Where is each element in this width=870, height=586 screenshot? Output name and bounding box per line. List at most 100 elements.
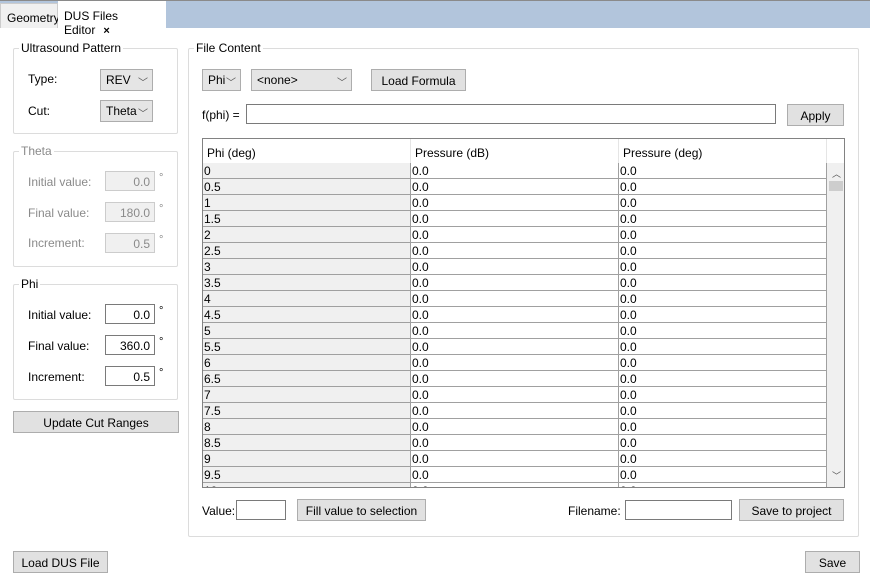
pressure-db-cell[interactable]: 0.0	[411, 307, 619, 323]
table-row[interactable]: 3.5 0.0 0.0	[203, 275, 827, 291]
pressure-deg-cell[interactable]: 0.0	[619, 451, 827, 467]
table-row[interactable]: 6.5 0.0 0.0	[203, 371, 827, 387]
formula-input[interactable]	[246, 104, 776, 124]
table-row[interactable]: 1 0.0 0.0	[203, 195, 827, 211]
pressure-deg-cell[interactable]: 0.0	[619, 227, 827, 243]
phi-cell[interactable]: 0.5	[203, 179, 411, 195]
pressure-db-cell[interactable]: 0.0	[411, 243, 619, 259]
pressure-deg-cell[interactable]: 0.0	[619, 387, 827, 403]
column-header[interactable]: Pressure (dB)	[411, 139, 619, 163]
table-row[interactable]: 2.5 0.0 0.0	[203, 243, 827, 259]
table-row[interactable]: 9.5 0.0 0.0	[203, 467, 827, 483]
scroll-thumb[interactable]	[829, 181, 843, 191]
apply-button[interactable]: Apply	[787, 104, 844, 126]
table-row[interactable]: 9 0.0 0.0	[203, 451, 827, 467]
pressure-db-cell[interactable]: 0.0	[411, 259, 619, 275]
phi-cell[interactable]: 0	[203, 163, 411, 179]
table-row[interactable]: 6 0.0 0.0	[203, 355, 827, 371]
pressure-deg-cell[interactable]: 0.0	[619, 339, 827, 355]
formula-select[interactable]: <none> ﹀	[251, 69, 352, 91]
phi-cell[interactable]: 1	[203, 195, 411, 211]
fill-value-button[interactable]: Fill value to selection	[297, 499, 426, 521]
phi-cell[interactable]: 7	[203, 387, 411, 403]
phi-final-input[interactable]: 360.0	[105, 335, 155, 355]
pressure-db-cell[interactable]: 0.0	[411, 323, 619, 339]
pressure-db-cell[interactable]: 0.0	[411, 291, 619, 307]
pressure-deg-cell[interactable]: 0.0	[619, 419, 827, 435]
close-icon[interactable]: ×	[103, 25, 110, 37]
phi-cell[interactable]: 6.5	[203, 371, 411, 387]
table-row[interactable]: 3 0.0 0.0	[203, 259, 827, 275]
table-row[interactable]: 5.5 0.0 0.0	[203, 339, 827, 355]
theta-increment-input[interactable]: 0.5	[105, 233, 155, 253]
table-row[interactable]: 1.5 0.0 0.0	[203, 211, 827, 227]
column-header[interactable]: Phi (deg)	[203, 139, 411, 163]
pressure-db-cell[interactable]: 0.0	[411, 483, 619, 487]
pressure-deg-cell[interactable]: 0.0	[619, 211, 827, 227]
phi-cell[interactable]: 4	[203, 291, 411, 307]
phi-cell[interactable]: 9	[203, 451, 411, 467]
pressure-db-cell[interactable]: 0.0	[411, 339, 619, 355]
vertical-scrollbar[interactable]: ︿ ﹀	[827, 163, 844, 487]
table-row[interactable]: 8.5 0.0 0.0	[203, 435, 827, 451]
table-row[interactable]: 7 0.0 0.0	[203, 387, 827, 403]
axis-select[interactable]: Phi ﹀	[202, 69, 241, 91]
tab-dus-files-editor[interactable]: DUS Files Editor ×	[58, 1, 166, 37]
pressure-db-cell[interactable]: 0.0	[411, 227, 619, 243]
table-row[interactable]: 2 0.0 0.0	[203, 227, 827, 243]
value-input[interactable]	[236, 500, 286, 520]
pressure-db-cell[interactable]: 0.0	[411, 435, 619, 451]
phi-initial-input[interactable]: 0.0	[105, 304, 155, 324]
pressure-db-cell[interactable]: 0.0	[411, 211, 619, 227]
pressure-deg-cell[interactable]: 0.0	[619, 163, 827, 179]
pressure-db-cell[interactable]: 0.0	[411, 371, 619, 387]
pressure-deg-cell[interactable]: 0.0	[619, 435, 827, 451]
pressure-db-cell[interactable]: 0.0	[411, 163, 619, 179]
pressure-deg-cell[interactable]: 0.0	[619, 243, 827, 259]
phi-cell[interactable]: 1.5	[203, 211, 411, 227]
save-button[interactable]: Save	[805, 551, 860, 573]
pressure-deg-cell[interactable]: 0.0	[619, 483, 827, 487]
pressure-db-cell[interactable]: 0.0	[411, 275, 619, 291]
pressure-deg-cell[interactable]: 0.0	[619, 467, 827, 483]
pressure-deg-cell[interactable]: 0.0	[619, 259, 827, 275]
table-row[interactable]: 4.5 0.0 0.0	[203, 307, 827, 323]
phi-cell[interactable]: 2	[203, 227, 411, 243]
pressure-db-cell[interactable]: 0.0	[411, 195, 619, 211]
type-select[interactable]: REV ﹀	[100, 69, 153, 91]
pressure-deg-cell[interactable]: 0.0	[619, 355, 827, 371]
phi-cell[interactable]: 9.5	[203, 467, 411, 483]
filename-input[interactable]	[625, 500, 732, 520]
table-row[interactable]: 7.5 0.0 0.0	[203, 403, 827, 419]
phi-cell[interactable]: 8.5	[203, 435, 411, 451]
phi-cell[interactable]: 7.5	[203, 403, 411, 419]
pressure-deg-cell[interactable]: 0.0	[619, 179, 827, 195]
pressure-db-cell[interactable]: 0.0	[411, 467, 619, 483]
pressure-deg-cell[interactable]: 0.0	[619, 371, 827, 387]
pressure-deg-cell[interactable]: 0.0	[619, 323, 827, 339]
pressure-deg-cell[interactable]: 0.0	[619, 275, 827, 291]
tab-geometry[interactable]: Geometry	[0, 3, 60, 28]
load-formula-button[interactable]: Load Formula	[371, 69, 466, 91]
phi-cell[interactable]: 3.5	[203, 275, 411, 291]
cut-select[interactable]: Theta ﹀	[100, 100, 153, 122]
scroll-up-icon[interactable]: ︿	[832, 169, 842, 179]
pressure-db-cell[interactable]: 0.0	[411, 451, 619, 467]
phi-increment-input[interactable]: 0.5	[105, 366, 155, 386]
save-to-project-button[interactable]: Save to project	[739, 499, 844, 521]
pressure-db-cell[interactable]: 0.0	[411, 387, 619, 403]
load-dus-file-button[interactable]: Load DUS File	[13, 551, 108, 573]
pressure-db-cell[interactable]: 0.0	[411, 419, 619, 435]
theta-final-input[interactable]: 180.0	[105, 202, 155, 222]
phi-cell[interactable]: 6	[203, 355, 411, 371]
phi-cell[interactable]: 3	[203, 259, 411, 275]
table-row[interactable]: 0 0.0 0.0	[203, 163, 827, 179]
table-row[interactable]: 4 0.0 0.0	[203, 291, 827, 307]
pressure-db-cell[interactable]: 0.0	[411, 179, 619, 195]
update-cut-ranges-button[interactable]: Update Cut Ranges	[13, 411, 179, 433]
phi-cell[interactable]: 8	[203, 419, 411, 435]
table-row[interactable]: 8 0.0 0.0	[203, 419, 827, 435]
pressure-deg-cell[interactable]: 0.0	[619, 291, 827, 307]
column-header[interactable]: Pressure (deg)	[619, 139, 827, 163]
phi-cell[interactable]: 2.5	[203, 243, 411, 259]
